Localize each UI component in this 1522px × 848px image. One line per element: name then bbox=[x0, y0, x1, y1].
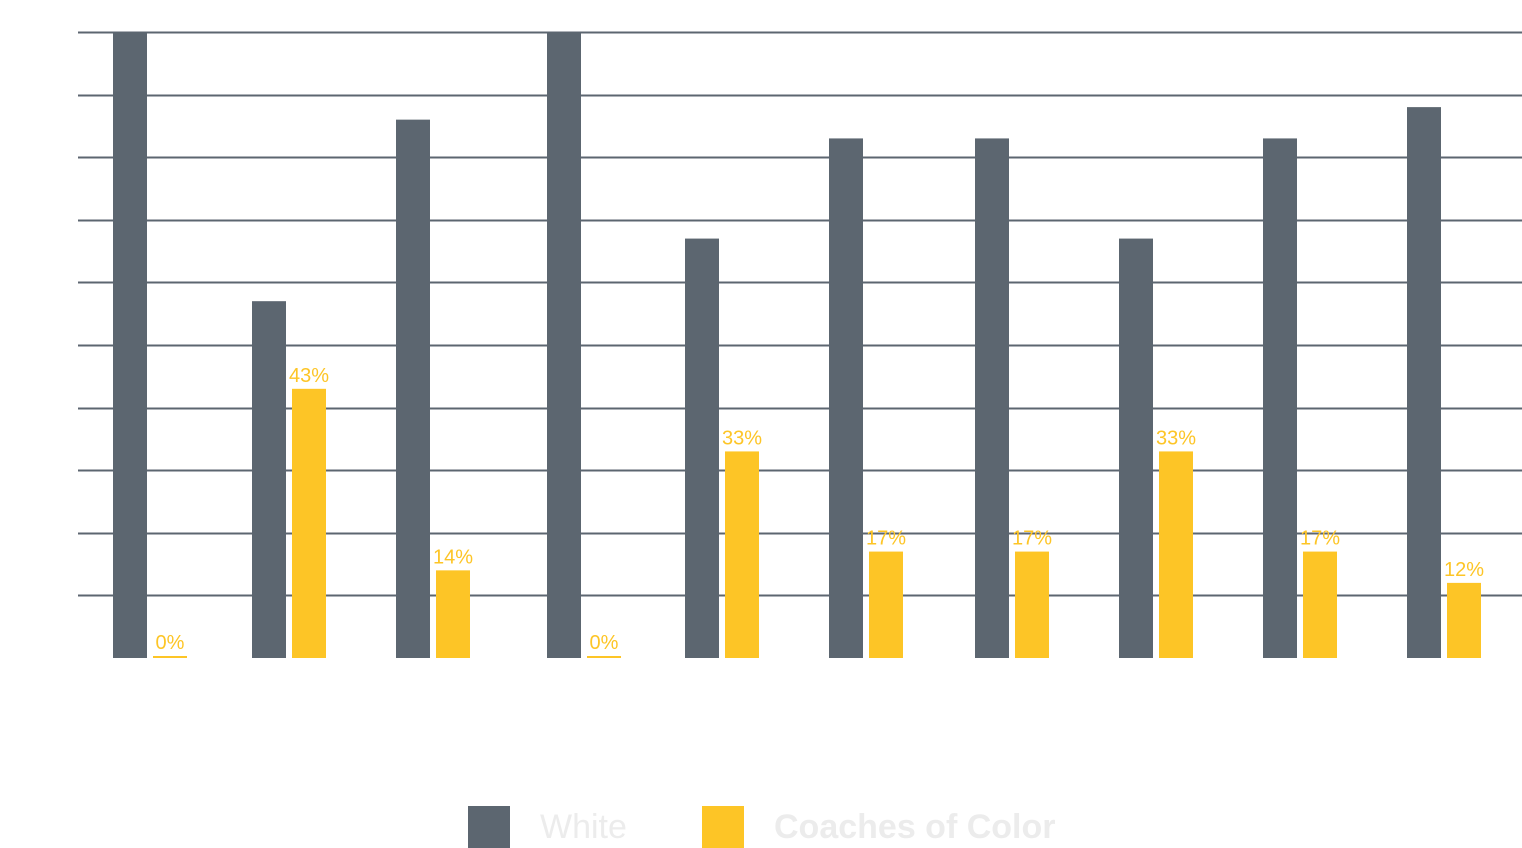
bar-white bbox=[396, 119, 430, 658]
data-label: 14% bbox=[433, 546, 473, 568]
bar-coaches-of-color bbox=[153, 656, 187, 658]
bar-white bbox=[252, 301, 286, 658]
data-label: 17% bbox=[1300, 528, 1340, 550]
bar-coaches-of-color bbox=[1159, 451, 1193, 658]
bar-coaches-of-color bbox=[587, 656, 621, 658]
bar-chart: 0% 43% 14% 0% 33% 17% 17% 33% 17% 12% bbox=[78, 31, 1522, 659]
data-label: 17% bbox=[1012, 528, 1052, 550]
bar-coaches-of-color bbox=[869, 551, 903, 658]
legend-swatch-coaches-of-color bbox=[702, 806, 744, 848]
data-label: 0% bbox=[156, 632, 185, 654]
legend-label-coaches-of-color: Coaches of Color bbox=[774, 807, 1056, 846]
bars bbox=[113, 32, 1481, 659]
bar-white bbox=[975, 138, 1009, 659]
bar-coaches-of-color bbox=[1303, 551, 1337, 658]
bar-coaches-of-color bbox=[292, 388, 326, 658]
value-labels: 0% 43% 14% 0% 33% 17% 17% 33% 17% 12% bbox=[156, 365, 1485, 654]
legend: White Coaches of Color bbox=[0, 806, 1522, 848]
legend-swatch-white bbox=[468, 806, 510, 848]
bar-white bbox=[1119, 238, 1153, 658]
data-label: 0% bbox=[590, 632, 619, 654]
bar-coaches-of-color bbox=[1447, 582, 1481, 658]
data-label: 17% bbox=[866, 528, 906, 550]
bar-white bbox=[547, 32, 581, 658]
bar-coaches-of-color bbox=[1015, 551, 1049, 658]
legend-item-white: White bbox=[468, 806, 627, 848]
bar-coaches-of-color bbox=[725, 451, 759, 658]
bar-white bbox=[1263, 138, 1297, 659]
bar-white bbox=[685, 238, 719, 658]
data-label: 33% bbox=[722, 427, 762, 449]
data-label: 33% bbox=[1156, 427, 1196, 449]
bar-white bbox=[113, 32, 147, 658]
bar-white bbox=[829, 138, 863, 659]
data-label: 12% bbox=[1444, 559, 1484, 581]
legend-item-coaches-of-color: Coaches of Color bbox=[702, 806, 1055, 848]
bar-white bbox=[1407, 107, 1441, 659]
data-label: 43% bbox=[289, 365, 329, 387]
bar-coaches-of-color bbox=[436, 570, 470, 658]
legend-label-white: White bbox=[540, 807, 627, 846]
